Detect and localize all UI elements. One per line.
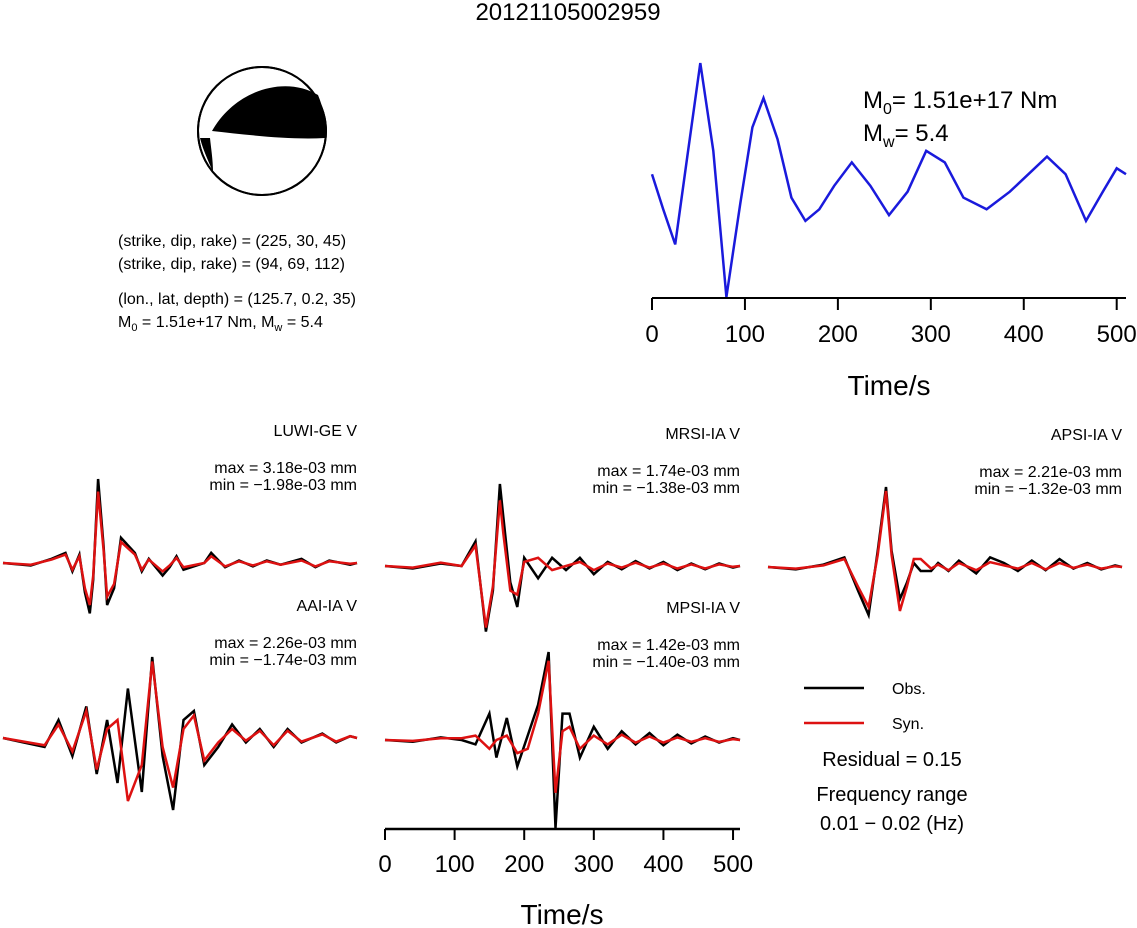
residual-label: Residual = 0.15 bbox=[822, 749, 962, 771]
event-title: 20121105002959 bbox=[475, 0, 660, 26]
apsi-ia-v-max-label: max = 2.21e-03 mm bbox=[979, 464, 1122, 481]
mpsi-ia-v-tick-label-0: 0 bbox=[378, 851, 391, 878]
m0-value: 1.51e+17 Nm bbox=[156, 314, 253, 331]
stf-tick-label-300: 300 bbox=[911, 321, 951, 348]
focal-mechanism-beachball bbox=[197, 66, 327, 196]
mpsi-ia-v-tick-label-300: 300 bbox=[574, 851, 614, 878]
frequency-range-label: Frequency range bbox=[816, 784, 967, 806]
legend: Obs. Syn. bbox=[804, 681, 926, 733]
luwi-ge-v-min-label: min = −1.98e-03 mm bbox=[209, 477, 357, 494]
legend-obs-label: Obs. bbox=[892, 681, 926, 698]
mw-symbol: M bbox=[261, 314, 274, 331]
stf-m0-value: = 1.51e+17 Nm bbox=[892, 87, 1057, 114]
separator: , bbox=[252, 314, 261, 331]
legend-syn-label: Syn. bbox=[892, 716, 924, 733]
mrsi-ia-v-station-label: MRSI-IA V bbox=[665, 426, 740, 443]
apsi-ia-v-syn-trace bbox=[767, 490, 1123, 612]
stf-x-axis-label: Time/s bbox=[848, 370, 931, 401]
mechanism-line-2: (strike, dip, rake) = (94, 69, 112) bbox=[118, 256, 345, 273]
stf-tick-label-100: 100 bbox=[725, 321, 765, 348]
aai-ia-v-min-label: min = −1.74e-03 mm bbox=[209, 652, 357, 669]
mw-equals: = bbox=[282, 314, 300, 331]
chart-layer: 0 100 200 300 400 500 Time/s LUWI-GE V max = 3.1… bbox=[2, 62, 1137, 928]
stf-m0-symbol: M bbox=[863, 87, 883, 114]
stf-curve bbox=[650, 62, 1127, 298]
stf-tick-label-0: 0 bbox=[645, 321, 658, 348]
mpsi-ia-v-max-label: max = 1.42e-03 mm bbox=[597, 637, 740, 654]
mpsi-ia-v-tick-label-200: 200 bbox=[504, 851, 544, 878]
apsi-ia-v-station-label: APSI-IA V bbox=[1051, 427, 1122, 444]
moment-summary: M0 = 1.51e+17 Nm, Mw = 5.4 bbox=[118, 314, 323, 334]
mrsi-ia-v-syn-trace bbox=[384, 500, 741, 628]
mpsi-ia-v-x-axis-label: Time/s bbox=[521, 899, 604, 928]
mrsi-ia-v-min-label: min = −1.38e-03 mm bbox=[592, 480, 740, 497]
mpsi-ia-v-min-label: min = −1.40e-03 mm bbox=[592, 654, 740, 671]
stf-tick-label-200: 200 bbox=[818, 321, 858, 348]
mpsi-ia-v-station-label: MPSI-IA V bbox=[666, 600, 740, 617]
m0-equals: = bbox=[137, 314, 155, 331]
mechanism-line-1: (strike, dip, rake) = (225, 30, 45) bbox=[118, 233, 346, 250]
mrsi-ia-v-max-label: max = 1.74e-03 mm bbox=[597, 463, 740, 480]
apsi-ia-v-min-label: min = −1.32e-03 mm bbox=[974, 481, 1122, 498]
m0-subscript: 0 bbox=[131, 322, 137, 334]
mpsi-ia-v-tick-label-100: 100 bbox=[435, 851, 475, 878]
stf-m0-sub: 0 bbox=[883, 101, 892, 118]
stf-mw-symbol: M bbox=[863, 120, 883, 147]
mpsi-ia-v-tick-label-500: 500 bbox=[713, 851, 753, 878]
aai-ia-v-max-label: max = 2.26e-03 mm bbox=[214, 635, 357, 652]
stf-m0-label: M0= 1.51e+17 Nm bbox=[863, 87, 1057, 118]
stf-tick-label-400: 400 bbox=[1004, 321, 1044, 348]
stf-tick-label-500: 500 bbox=[1097, 321, 1137, 348]
stf-mw-label: Mw= 5.4 bbox=[863, 120, 949, 151]
stf-mw-value: = 5.4 bbox=[895, 120, 949, 147]
luwi-ge-v-obs-trace bbox=[2, 478, 358, 614]
luwi-ge-v-station-label: LUWI-GE V bbox=[273, 423, 357, 440]
mechanism-line-3: (lon., lat, depth) = (125.7, 0.2, 35) bbox=[118, 291, 356, 308]
aai-ia-v-obs-trace bbox=[2, 656, 358, 811]
mw-subscript: w bbox=[273, 322, 282, 334]
mw-value: 5.4 bbox=[301, 314, 323, 331]
frequency-range-value: 0.01 − 0.02 (Hz) bbox=[820, 813, 964, 835]
aai-ia-v-syn-trace bbox=[2, 661, 358, 802]
luwi-ge-v-max-label: max = 3.18e-03 mm bbox=[214, 460, 357, 477]
apsi-ia-v-obs-trace bbox=[767, 486, 1123, 620]
mpsi-ia-v-tick-label-400: 400 bbox=[643, 851, 683, 878]
stf-mw-sub: w bbox=[882, 134, 895, 151]
m0-symbol: M bbox=[118, 314, 131, 331]
mpsi-ia-v-syn-trace bbox=[384, 660, 741, 793]
luwi-ge-v-syn-trace bbox=[2, 491, 358, 606]
aai-ia-v-station-label: AAI-IA V bbox=[297, 598, 358, 615]
